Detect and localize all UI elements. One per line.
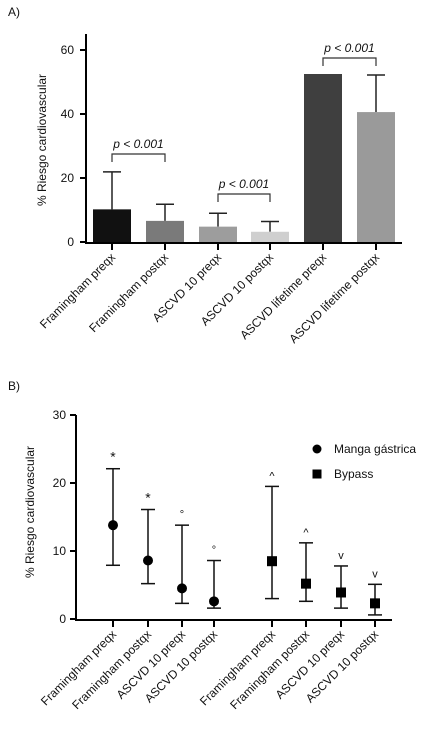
panel-label: A) — [8, 5, 20, 19]
y-tick-label: 20 — [53, 476, 67, 490]
bar — [93, 209, 131, 242]
significance-label: p < 0.001 — [323, 41, 374, 55]
legend-label: Manga gástrica — [334, 442, 416, 456]
y-axis-label: % Riesgo cardiovascular — [35, 74, 49, 206]
significance-marker: ° — [180, 509, 184, 521]
y-tick-label: 40 — [61, 107, 75, 121]
significance-bracket: p < 0.001 — [217, 177, 271, 202]
bracket-line — [111, 153, 166, 162]
bar — [146, 220, 184, 242]
legend-label: Bypass — [334, 467, 373, 481]
data-point-square — [301, 578, 311, 589]
bar — [199, 226, 237, 242]
significance-marker: * — [145, 490, 151, 506]
significance-marker: v — [372, 568, 378, 580]
data-point-circle — [209, 596, 219, 607]
significance-label: p < 0.001 — [112, 137, 163, 151]
significance-marker: * — [110, 449, 116, 465]
y-axis-label: % Riesgo cardiovascular — [23, 446, 37, 578]
significance-marker: ° — [212, 545, 216, 557]
significance-bracket: p < 0.001 — [111, 137, 166, 162]
y-tick-label: 60 — [61, 43, 75, 57]
bar — [251, 231, 289, 242]
data-point-circle — [177, 583, 187, 594]
legend: Manga gástrica Bypass — [312, 442, 416, 481]
panel-label: B) — [8, 379, 20, 393]
significance-marker: v — [338, 550, 344, 562]
legend-marker-circle — [312, 444, 322, 454]
data-point-circle — [108, 520, 118, 531]
bracket-line — [217, 193, 271, 202]
y-tick-label: 0 — [59, 612, 66, 626]
data-point-square — [267, 556, 277, 567]
data-point-circle — [143, 555, 153, 566]
bar — [304, 74, 342, 242]
data-point-square — [370, 598, 380, 609]
significance-bracket: p < 0.001 — [322, 41, 377, 66]
y-tick-label: 30 — [53, 408, 67, 422]
legend-marker-square — [312, 469, 322, 479]
y-tick-label: 0 — [67, 235, 74, 249]
x-tick-label: ASCVD lifetime preqx — [237, 250, 329, 342]
y-tick-label: 10 — [53, 544, 67, 558]
significance-marker: ^ — [269, 470, 275, 482]
bracket-line — [322, 57, 377, 66]
significance-label: p < 0.001 — [218, 177, 269, 191]
bar — [357, 112, 395, 242]
data-point-square — [336, 587, 346, 598]
x-tick-label: ASCVD lifetime postqx — [286, 250, 382, 346]
y-tick-label: 20 — [61, 171, 75, 185]
significance-marker: ^ — [303, 527, 309, 539]
